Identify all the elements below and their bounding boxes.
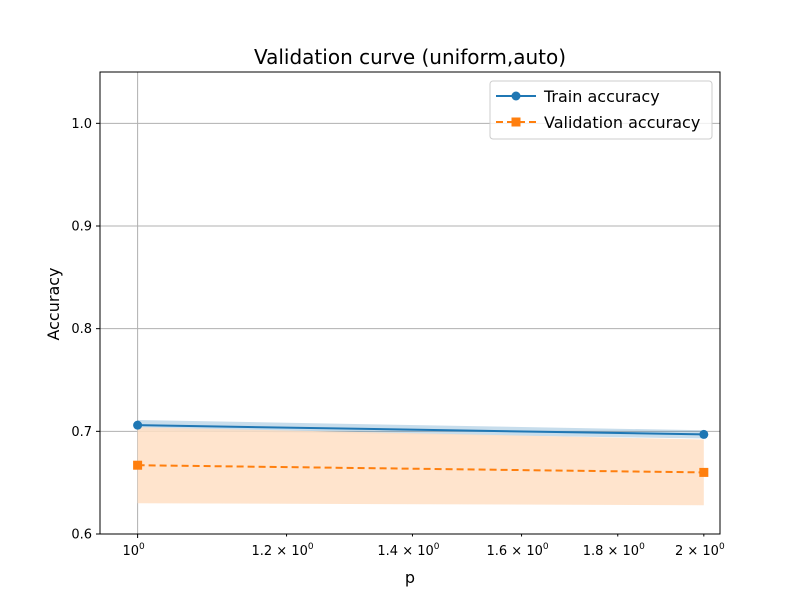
legend: Train accuracy Validation accuracy xyxy=(489,80,713,140)
chart-title: Validation curve (uniform,auto) xyxy=(254,45,566,69)
series-line xyxy=(137,424,704,436)
x-axis-label: p xyxy=(405,568,415,587)
legend-box xyxy=(489,80,713,140)
y-tick-label: 0.7 xyxy=(71,425,92,440)
data-point xyxy=(133,460,143,470)
y-axis-label: Accuracy xyxy=(44,267,63,340)
y-tick-label: 0.6 xyxy=(71,528,92,543)
legend-label: Train accuracy xyxy=(543,87,660,106)
data-point xyxy=(699,467,709,477)
legend-label: Validation accuracy xyxy=(544,113,700,132)
y-tick-label: 0.9 xyxy=(71,220,92,235)
series-lines xyxy=(137,424,704,474)
legend-marker xyxy=(511,91,521,101)
x-tick-label: 1.8 × 100 xyxy=(583,542,645,559)
x-tick-label: 2 × 100 xyxy=(675,542,725,559)
y-tick-label: 1.0 xyxy=(71,117,92,132)
legend-marker xyxy=(511,117,521,127)
data-point xyxy=(133,420,143,430)
x-tick-label: 1.4 × 100 xyxy=(377,542,439,559)
x-tick-label: 1.2 × 100 xyxy=(251,542,313,559)
x-tick-label: 1.6 × 100 xyxy=(486,542,548,559)
y-tick-label: 0.8 xyxy=(71,322,92,337)
series-line xyxy=(137,464,704,474)
axes-frame xyxy=(99,71,721,535)
series-markers xyxy=(133,420,709,477)
confidence-band xyxy=(137,427,704,506)
data-point xyxy=(699,429,709,439)
